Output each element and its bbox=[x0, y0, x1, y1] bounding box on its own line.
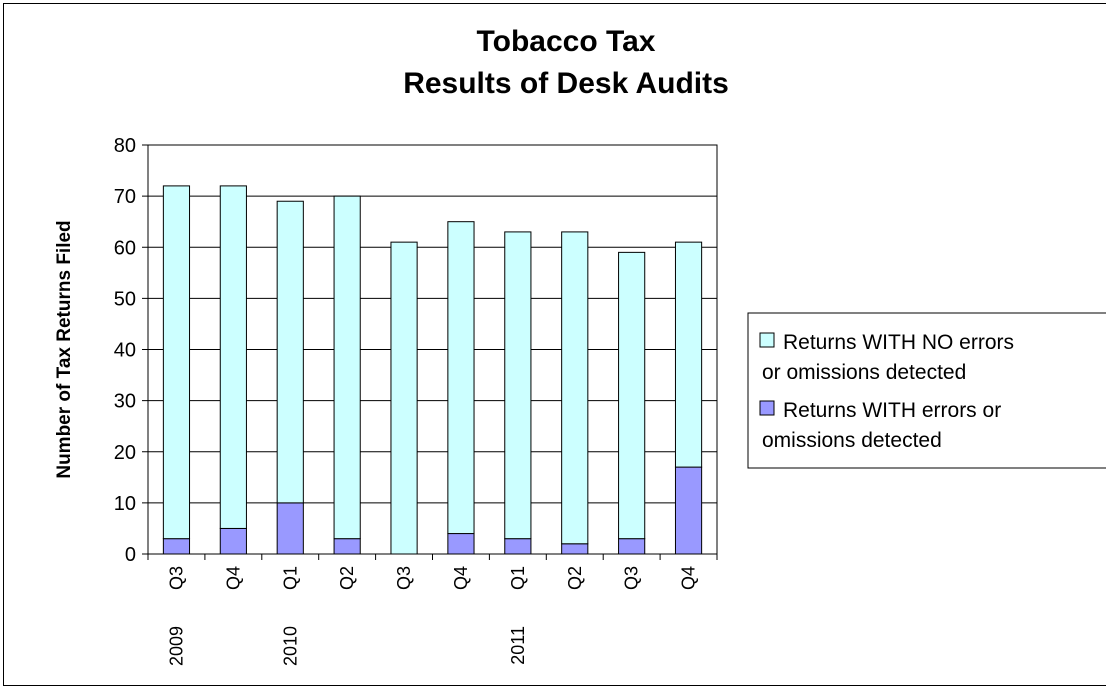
x-tick-label: Q2 bbox=[565, 566, 585, 590]
x-tick-label: Q1 bbox=[508, 566, 528, 590]
bar-no-errors bbox=[276, 200, 304, 504]
bar-no-errors bbox=[219, 185, 247, 529]
x-tick-label: Q3 bbox=[622, 566, 642, 590]
chart-frame: Tobacco Tax Results of Desk Audits 0 10 20… bbox=[3, 3, 1106, 686]
y-tick-label: 50 bbox=[114, 288, 136, 310]
bar-no-errors bbox=[504, 231, 532, 540]
bar-no-errors bbox=[447, 221, 475, 535]
x-tick-label-year: 2009 bbox=[166, 626, 186, 666]
chart-svg: Tobacco Tax Results of Desk Audits 0 10 20… bbox=[54, 25, 1106, 666]
y-tick-label: 60 bbox=[114, 237, 136, 259]
bar-with-errors bbox=[276, 502, 304, 555]
y-tick-label: 70 bbox=[114, 186, 136, 208]
bar-with-errors bbox=[504, 538, 532, 555]
y-tick-label: 30 bbox=[114, 391, 136, 413]
bar-no-errors bbox=[674, 241, 703, 468]
y-tick-label: 20 bbox=[114, 442, 136, 464]
bar-no-errors bbox=[162, 185, 191, 540]
bar-with-errors bbox=[447, 533, 475, 555]
bar-with-errors bbox=[674, 466, 703, 555]
x-tick-label: Q3 bbox=[394, 566, 414, 590]
legend-swatch bbox=[759, 332, 775, 348]
bar-no-errors bbox=[390, 241, 418, 555]
x-tick-label: Q4 bbox=[451, 566, 471, 590]
y-axis: 0 10 20 30 40 50 60 70 80 bbox=[114, 135, 148, 566]
x-tick-label-year: 2010 bbox=[280, 626, 300, 666]
bar-with-errors bbox=[561, 543, 589, 555]
bar-with-errors bbox=[618, 538, 646, 555]
x-tick-label: Q4 bbox=[223, 566, 243, 590]
x-axis: Q3 2009 Q4 Q1 2010 Q2 Q3 Q4 Q1 2011 Q2 Q3 Q4 bbox=[147, 554, 718, 666]
x-tick-label-year: 2011 bbox=[508, 626, 528, 665]
bar-with-errors bbox=[162, 538, 191, 555]
legend-label: omissions detected bbox=[762, 429, 942, 452]
y-tick-label: 10 bbox=[114, 493, 136, 515]
bar-no-errors bbox=[333, 195, 361, 540]
bar-with-errors bbox=[333, 538, 361, 555]
legend-box bbox=[747, 312, 1106, 469]
x-tick-label: Q4 bbox=[679, 566, 699, 590]
bar-with-errors bbox=[219, 527, 247, 555]
chart-title-line-2: Results of Desk Audits bbox=[403, 67, 729, 100]
legend-label: or omissions detected bbox=[762, 361, 966, 384]
chart-title-line-1: Tobacco Tax bbox=[477, 25, 656, 58]
legend-label: Returns WITH errors or bbox=[783, 399, 1001, 422]
bars bbox=[162, 185, 703, 555]
chart-title: Tobacco Tax Results of Desk Audits bbox=[403, 25, 729, 100]
legend-label: Returns WITH NO errors bbox=[783, 331, 1014, 354]
legend: Returns WITH NO errors or omissions detec… bbox=[747, 312, 1106, 469]
x-tick-label: Q2 bbox=[337, 566, 357, 590]
y-tick-label: 80 bbox=[114, 135, 136, 157]
bar-no-errors bbox=[618, 251, 646, 540]
y-tick-label: 40 bbox=[114, 340, 136, 362]
bar-no-errors bbox=[561, 231, 589, 545]
y-tick-label: 0 bbox=[125, 544, 136, 566]
x-tick-label: Q1 bbox=[280, 566, 300, 590]
y-axis-title: Number of Tax Returns Filed bbox=[54, 220, 75, 478]
legend-swatch bbox=[759, 400, 775, 416]
x-tick-label: Q3 bbox=[166, 566, 186, 590]
